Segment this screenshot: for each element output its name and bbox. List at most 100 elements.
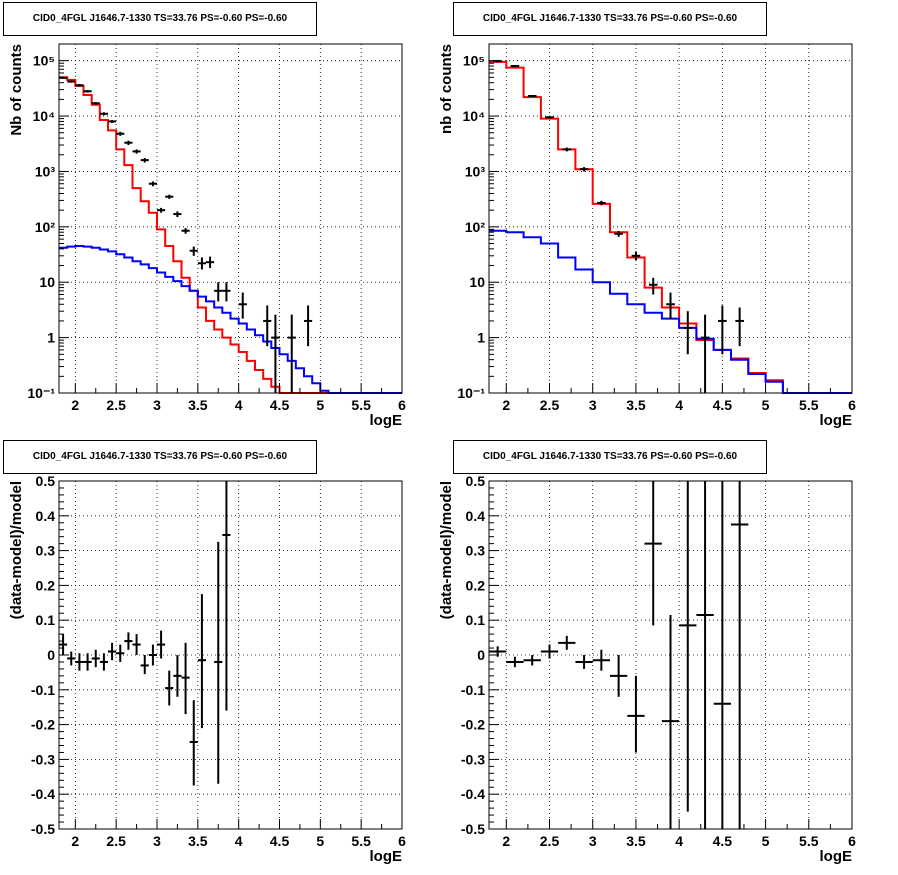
y-tick-label: 10⁻¹: [457, 385, 485, 401]
y-tick-label: 0.3: [36, 543, 56, 559]
data-point: [75, 653, 84, 671]
x-tick-label: 4.5: [713, 833, 733, 849]
y-tick-label: 0.2: [36, 577, 56, 593]
data-point: [157, 630, 166, 659]
data-point: [214, 541, 223, 784]
y-tick-label: 0.1: [36, 612, 56, 628]
x-tick-label: 3: [153, 397, 161, 413]
data-point: [99, 112, 108, 116]
data-point: [304, 305, 313, 347]
data-point: [181, 642, 190, 715]
model-background-line: [489, 229, 852, 394]
data-point: [148, 644, 157, 666]
y-tick-label: 1: [47, 330, 55, 346]
y-tick-label: 10²: [35, 219, 56, 235]
data-point: [214, 282, 223, 302]
data-point: [189, 246, 198, 256]
data-point: [140, 655, 149, 675]
y-tick-label: -0.2: [31, 717, 55, 733]
data-point: [99, 653, 108, 671]
data-point: [545, 116, 554, 119]
data-point: [238, 292, 247, 319]
data-point: [597, 200, 606, 206]
y-tick-label: 0: [47, 647, 55, 663]
panel-title-top-right: CID0_4FGL J1646.7-1330 TS=33.76 PS=-0.60…: [453, 2, 767, 36]
y-tick-label: 10⁵: [463, 53, 485, 69]
data-point: [271, 314, 280, 393]
data-point: [679, 481, 697, 812]
y-tick-label: -0.5: [461, 821, 485, 837]
y-tick-label: 10⁴: [463, 108, 486, 124]
data-point: [731, 481, 749, 829]
data-point: [610, 655, 628, 697]
x-tick-label: 6: [398, 397, 406, 413]
data-point: [108, 642, 117, 661]
data-point: [157, 207, 166, 213]
x-tick-label: 3: [589, 833, 597, 849]
data-point: [558, 635, 576, 650]
x-tick-label: 2: [502, 397, 510, 413]
x-tick-label: 3.5: [626, 397, 646, 413]
x-tick-label: 4: [675, 397, 683, 413]
x-tick-label: 3: [153, 833, 161, 849]
y-axis-label: nb of counts: [438, 44, 455, 134]
x-tick-label: 6: [848, 833, 856, 849]
data-point: [189, 700, 198, 786]
data-point: [627, 675, 645, 753]
x-tick-label: 5.5: [799, 833, 819, 849]
plot-frame: [58, 43, 403, 394]
y-tick-label: 10⁴: [33, 108, 56, 124]
x-tick-label: 4.5: [270, 833, 290, 849]
data-point: [83, 90, 92, 93]
data-point: [527, 95, 537, 98]
data-point: [735, 307, 744, 347]
data-point: [132, 149, 141, 154]
x-axis-label: logE: [820, 412, 853, 429]
y-tick-label: -0.1: [461, 682, 485, 698]
y-tick-label: -0.1: [31, 682, 55, 698]
y-axis-label: (data-model)/model: [8, 481, 25, 619]
data-point: [222, 282, 231, 302]
plot-frame: [58, 480, 403, 830]
data-point: [206, 256, 215, 269]
x-tick-label: 4: [675, 833, 683, 849]
data-point: [287, 314, 296, 393]
x-tick-label: 2: [502, 833, 510, 849]
y-tick-label: 0.5: [36, 473, 56, 489]
model-background-line: [59, 245, 402, 394]
x-tick-label: 2.5: [540, 833, 560, 849]
data-point: [592, 649, 610, 671]
y-tick-label: -0.5: [31, 821, 55, 837]
x-tick-label: 3.5: [188, 833, 208, 849]
data-point: [661, 614, 680, 829]
data-point: [67, 80, 76, 83]
y-axis-label: Nb of counts: [8, 44, 25, 136]
x-tick-label: 6: [848, 397, 856, 413]
x-tick-label: 4.5: [270, 397, 290, 413]
data-point: [666, 292, 675, 319]
x-tick-label: 5: [316, 397, 324, 413]
y-tick-label: 10³: [35, 163, 56, 179]
data-point: [579, 167, 589, 172]
x-tick-label: 6: [398, 833, 406, 849]
x-tick-label: 2.5: [540, 397, 560, 413]
x-tick-label: 5: [762, 833, 770, 849]
y-tick-label: 0.4: [466, 508, 486, 524]
data-point: [124, 140, 133, 146]
data-point: [108, 119, 117, 123]
x-tick-label: 5: [762, 397, 770, 413]
panel-title-top-left: CID0_4FGL J1646.7-1330 TS=33.76 PS=-0.60…: [3, 2, 317, 36]
model-total-line: [489, 60, 852, 394]
data-point: [59, 634, 68, 655]
y-axis-label: (data-model)/model: [438, 481, 455, 619]
y-tick-label: 0.1: [466, 612, 486, 628]
x-tick-label: 4: [235, 833, 243, 849]
data-point: [696, 481, 714, 829]
data-point: [140, 157, 149, 163]
y-tick-label: 10³: [465, 163, 486, 179]
x-tick-label: 2.5: [106, 833, 126, 849]
y-tick-label: -0.3: [31, 751, 55, 767]
